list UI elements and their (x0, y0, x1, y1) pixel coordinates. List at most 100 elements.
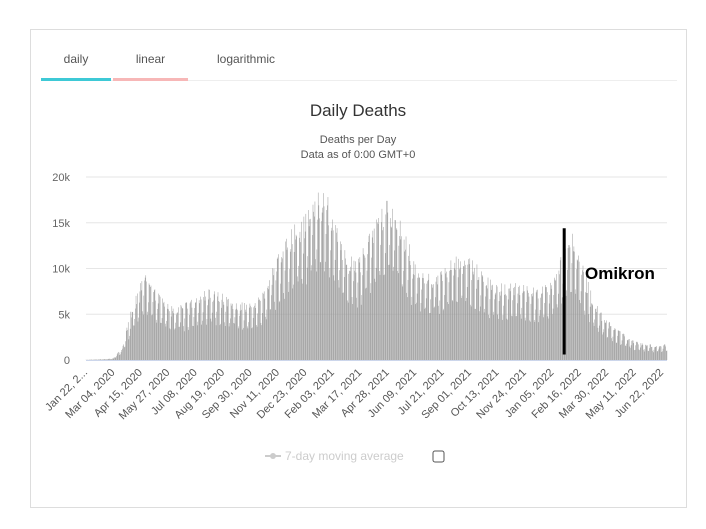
daily-bar (595, 309, 596, 360)
daily-bar (227, 299, 229, 360)
daily-bar (371, 237, 373, 360)
daily-bar (440, 271, 442, 360)
daily-bar (638, 344, 639, 360)
daily-bar (579, 299, 580, 360)
daily-bar (633, 343, 634, 360)
daily-bar (281, 257, 283, 360)
daily-bar (117, 352, 119, 360)
daily-bar (306, 267, 308, 360)
daily-bar (451, 299, 453, 360)
daily-bar (376, 219, 378, 360)
daily-bar (481, 275, 483, 360)
daily-bar (477, 279, 479, 360)
daily-bar (323, 206, 325, 360)
daily-bar (505, 295, 507, 360)
daily-bar (479, 311, 480, 360)
daily-bar (625, 345, 627, 360)
daily-bar (167, 308, 168, 360)
daily-bar (548, 303, 550, 360)
daily-bar (377, 224, 379, 360)
daily-bar (450, 269, 451, 360)
daily-bar (379, 274, 381, 360)
daily-bar (219, 325, 221, 360)
daily-bar (106, 359, 107, 360)
daily-bar (647, 345, 648, 360)
daily-bar (254, 303, 256, 360)
daily-bar (318, 205, 320, 360)
daily-bar (140, 283, 141, 360)
daily-bar (218, 301, 219, 360)
daily-bar (582, 270, 583, 360)
tab-logarithmic[interactable]: logarithmic (211, 52, 281, 80)
daily-bar (341, 244, 342, 360)
daily-bar (367, 254, 368, 360)
daily-bar (661, 351, 662, 360)
daily-bar (289, 251, 291, 360)
daily-bar (96, 359, 97, 360)
daily-bar (206, 324, 207, 360)
daily-bar (634, 350, 635, 360)
daily-bar (125, 341, 126, 360)
daily-bar (525, 320, 526, 360)
daily-bar (312, 204, 314, 360)
daily-bar (589, 322, 590, 360)
daily-bar (466, 286, 468, 360)
daily-bar (122, 345, 124, 360)
daily-bar (120, 354, 121, 360)
daily-bar (196, 298, 197, 360)
daily-bar (194, 302, 196, 360)
daily-bar (189, 314, 190, 360)
daily-bar (99, 359, 100, 360)
daily-bar (338, 280, 339, 360)
daily-bar (328, 225, 329, 360)
daily-bar (498, 301, 500, 360)
daily-bar (531, 296, 533, 360)
daily-bar (665, 346, 666, 360)
daily-bar (157, 303, 159, 360)
daily-bar (276, 258, 278, 360)
daily-bar (103, 359, 105, 360)
daily-bar (585, 292, 586, 360)
daily-bar (394, 250, 395, 360)
daily-bar (375, 281, 376, 360)
daily-bar (342, 292, 344, 360)
daily-bar (528, 296, 530, 360)
legend-checkbox[interactable] (432, 450, 445, 463)
daily-bar (580, 291, 582, 360)
daily-bar (298, 265, 299, 360)
daily-bar (422, 273, 424, 360)
daily-bar (602, 332, 604, 360)
daily-bar (613, 330, 614, 360)
daily-bar (111, 358, 113, 360)
daily-bar (492, 311, 494, 360)
daily-bar (202, 320, 203, 360)
daily-bar (476, 288, 477, 360)
daily-bar (263, 293, 264, 360)
daily-bar (498, 318, 499, 360)
daily-bar (316, 249, 318, 360)
daily-bar (325, 261, 326, 360)
daily-bar (559, 260, 561, 360)
daily-bar (470, 304, 471, 360)
daily-bar (502, 319, 503, 360)
daily-bar (347, 302, 349, 360)
daily-bar (282, 251, 284, 360)
daily-bar (526, 286, 528, 360)
daily-bar (431, 284, 433, 360)
daily-bar (416, 302, 417, 360)
daily-bar (583, 272, 584, 360)
daily-bar (222, 301, 224, 360)
daily-bar (233, 322, 234, 360)
daily-bar (102, 359, 104, 360)
tab-daily[interactable]: daily (41, 52, 111, 81)
daily-bar (600, 312, 601, 360)
daily-bar (445, 273, 446, 360)
daily-bar (329, 277, 330, 360)
daily-bar (305, 213, 307, 360)
daily-bar (369, 292, 371, 360)
daily-bar (608, 322, 610, 360)
legend[interactable]: 7-day moving average (265, 449, 445, 463)
tab-linear[interactable]: linear (113, 52, 188, 81)
daily-bar (391, 227, 392, 360)
daily-bar (576, 269, 577, 360)
